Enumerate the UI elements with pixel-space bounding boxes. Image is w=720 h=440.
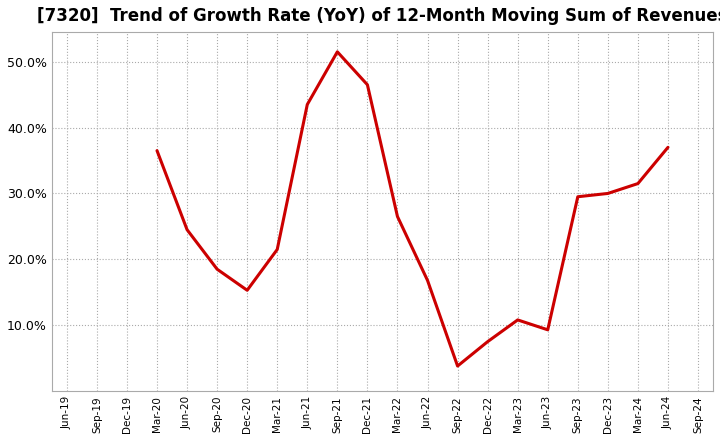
Title: [7320]  Trend of Growth Rate (YoY) of 12-Month Moving Sum of Revenues: [7320] Trend of Growth Rate (YoY) of 12-… — [37, 7, 720, 25]
